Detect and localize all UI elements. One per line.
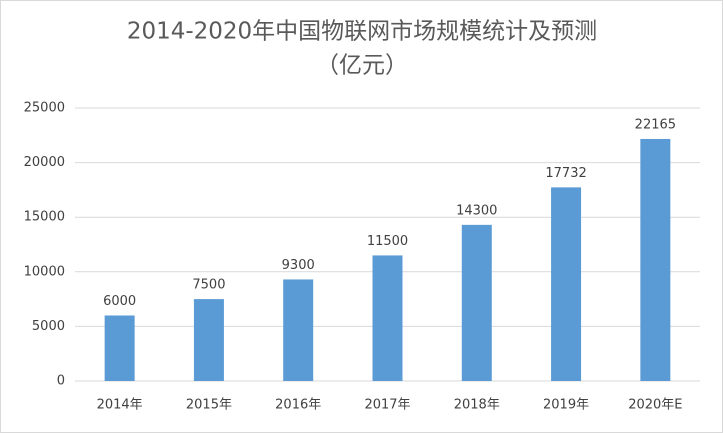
value-label: 7500	[192, 278, 225, 293]
chart-subtitle: （亿元）	[316, 53, 408, 79]
x-tick-label: 2015年	[186, 398, 232, 413]
y-tick-label: 15000	[24, 210, 65, 225]
bar	[193, 299, 224, 381]
value-label: 14300	[456, 203, 497, 218]
value-label: 9300	[282, 258, 315, 273]
chart-title: 2014-2020年中国物联网市场规模统计及预测	[127, 19, 597, 45]
y-tick-label: 0	[57, 374, 65, 389]
x-tick-label: 2020年E	[628, 398, 682, 413]
value-label: 22165	[635, 117, 676, 132]
y-tick-label: 5000	[32, 319, 65, 334]
bar	[551, 187, 582, 381]
bar	[104, 315, 135, 381]
y-tick-label: 20000	[24, 155, 65, 170]
value-label: 6000	[103, 294, 136, 309]
y-tick-label: 10000	[24, 264, 65, 279]
bar	[283, 279, 314, 381]
x-tick-label: 2016年	[275, 398, 321, 413]
value-label: 11500	[367, 234, 408, 249]
x-tick-label: 2014年	[97, 398, 143, 413]
value-label: 17732	[545, 166, 586, 181]
x-tick-label: 2018年	[454, 398, 500, 413]
y-tick-label: 25000	[24, 101, 65, 116]
x-tick-label: 2017年	[364, 398, 410, 413]
x-tick-label: 2019年	[543, 398, 589, 413]
bar	[372, 255, 403, 381]
bar	[461, 224, 492, 381]
bar	[640, 138, 671, 381]
